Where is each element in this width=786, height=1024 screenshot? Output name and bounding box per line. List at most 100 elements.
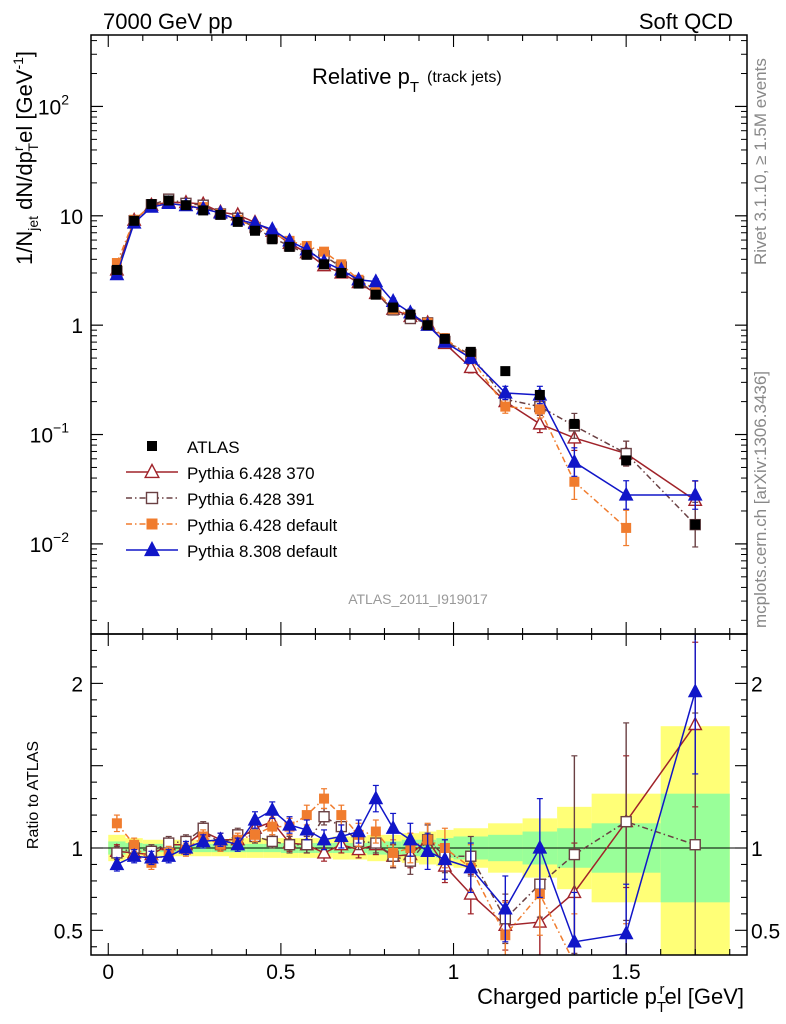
ratio-y-tick-label-right: 2 [751, 673, 763, 696]
pythia-8-308-default-point [463, 859, 479, 874]
pythia-6-428-default-point [569, 476, 580, 487]
atlas-data-point [370, 289, 381, 300]
atlas-data-point [690, 519, 701, 530]
pythia-8-308-default-point [618, 925, 634, 940]
atlas-data-point [111, 264, 122, 275]
pythia-8-308-default-point [144, 849, 159, 864]
pythia-8-308-default-point [213, 831, 228, 846]
atlas-data-point [405, 309, 416, 320]
pythia-8-308-default-point [230, 836, 246, 851]
legend-entry-label: Pythia 8.308 default [187, 542, 338, 561]
legend-marker [146, 518, 158, 530]
ratio-y-tick-label-right: 0.5 [751, 920, 780, 943]
pythia-8-308-default-point [437, 851, 453, 866]
pythia-8-308-default-point [333, 828, 349, 843]
legend-marker [144, 540, 160, 557]
pythia-8-308-default-point [368, 273, 384, 288]
pythia-6-428-default-point [319, 793, 330, 804]
pythia-8-308-default-point [126, 847, 142, 862]
rivet-version-label: Rivet 3.1.10, ≥ 1.5M events [751, 58, 770, 265]
atlas-data-point [353, 278, 364, 289]
pythia-6-428-391-line [116, 198, 696, 526]
atlas-data-point [465, 346, 476, 357]
legend-marker [145, 491, 159, 505]
pythia-8-308-default-point [687, 486, 703, 501]
pythia-6-428-default-point [500, 401, 511, 412]
header-right: Soft QCD [639, 9, 733, 34]
main-y-tick-label: 10−2 [30, 529, 70, 557]
x-tick-label: 1 [448, 961, 460, 984]
pythia-8-308-default-point [178, 839, 194, 854]
pythia-8-308-default-point [109, 856, 125, 871]
pythia-8-308-default-point [463, 349, 479, 364]
atlas-data-point [534, 389, 545, 400]
atlas-data-point [129, 215, 140, 226]
axes: 10−2 10−1 1 10 102 0 0.5 1 1.5 0.5 0.5 1 1 2 2 [30, 34, 780, 984]
main-y-tick-label: 1 [71, 315, 83, 338]
pythia-6-428-391-point [266, 835, 278, 848]
atlas-data-point [500, 366, 511, 377]
ratio-y-tick-label-right: 1 [751, 838, 763, 861]
pythia-8-308-default-point [264, 801, 280, 816]
pythia-8-308-default-point [351, 823, 366, 838]
pythia-6-428-default-point [301, 810, 312, 821]
pythia-8-308-default-point [299, 821, 315, 836]
ratio-y-tick-label: 0.5 [54, 920, 83, 943]
atlas-data-point [232, 216, 243, 227]
pythia-6-428-391-point [318, 811, 330, 823]
atlas-data-point [301, 249, 312, 260]
pythia-6-428-default-point [250, 829, 260, 840]
atlas-data-point [198, 205, 209, 216]
ratio-y-tick-label: 1 [71, 838, 83, 861]
pythia-8-308-default-point [403, 831, 418, 846]
ratio-y-axis-label: Ratio to ATLAS [25, 741, 42, 849]
pythia-6-428-default-point [569, 958, 579, 968]
atlas-data-point [180, 200, 191, 211]
x-tick-label: 1.5 [612, 961, 641, 984]
pythia-6-428-391-point [283, 839, 296, 851]
pythia-8-308-default-point [282, 816, 297, 831]
pythia-8-308-default-point [368, 790, 384, 805]
pythia-6-428-370-point [532, 415, 548, 430]
pythia-6-428-default-point [267, 821, 278, 832]
pythia-8-308-default-point [567, 453, 582, 468]
main-y-tick-label: 10 [60, 206, 83, 229]
legend-entry-label: Pythia 6.428 370 [187, 464, 315, 483]
atlas-data-point [422, 320, 433, 331]
legend-entry-label: Pythia 6.428 default [187, 516, 338, 535]
pythia-8-308-default-point [497, 384, 513, 399]
ratio-plot-marks [109, 634, 703, 968]
pythia-6-428-default-point [111, 818, 122, 829]
pythia-6-428-default-point [111, 258, 122, 269]
legend-marker [144, 462, 160, 479]
pythia-8-308-default-point [497, 900, 513, 915]
legend: ATLAS Pythia 6.428 370 Pythia 6.428 391 Pyt… [126, 438, 338, 561]
pythia-8-308-default-point [567, 933, 582, 948]
main-y-tick-label: 102 [38, 91, 69, 119]
pythia-8-308-default-point [161, 847, 177, 862]
atlas-data-point [569, 418, 580, 429]
legend-entry-label: ATLAS [187, 438, 240, 457]
pythia-8-308-default-point [195, 833, 211, 848]
atlas-data-point [267, 234, 278, 245]
atlas-data-point [621, 455, 632, 466]
ratio-y-tick-label: 2 [71, 673, 83, 696]
main-plot-marks [109, 193, 703, 548]
atlas-data-point [215, 209, 226, 220]
x-axis-label: Charged particle pTrel [GeV] [477, 981, 744, 1016]
pythia-6-428-370-point [463, 359, 479, 374]
atlas-data-point [284, 241, 295, 252]
pythia-8-308-default-point [316, 831, 332, 846]
pythia-6-428-default-point [336, 810, 347, 821]
pythia-6-428-370-point [463, 885, 479, 900]
main-y-axis-label: 1/Njet dN/dprTel [GeV-1] [10, 51, 41, 265]
analysis-watermark: ATLAS_2011_I919017 [348, 591, 488, 607]
legend-atlas-marker [147, 441, 157, 451]
pythia-6-428-default-point [370, 826, 381, 837]
x-tick-label: 0 [102, 961, 114, 984]
pythia-8-308-default-point [618, 486, 634, 501]
atlas-data-point [439, 333, 450, 344]
atlas-data-point [336, 267, 347, 278]
legend-entry-label: Pythia 6.428 391 [187, 490, 315, 509]
pythia-8-308-default-point [247, 811, 263, 826]
